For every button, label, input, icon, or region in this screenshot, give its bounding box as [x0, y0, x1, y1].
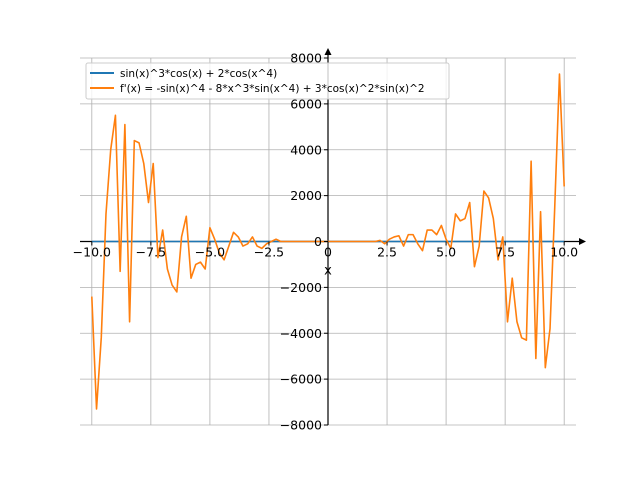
x-tick-label-4: 0 — [324, 245, 332, 260]
tick-labels: −10.0 −7.5 −5.0 −2.5 0 2.5 5.0 7.5 10.0 −8000 −600… — [73, 51, 578, 433]
y-tick-label-8: 8000 — [290, 51, 322, 66]
x-tick-label-6: 5.0 — [436, 245, 456, 260]
legend-label-series-1: sin(x)^3*cos(x) + 2*cos(x^4) — [120, 68, 277, 80]
legend: sin(x)^3*cos(x) + 2*cos(x^4) f'(x) = -si… — [85, 62, 450, 100]
y-tick-label-4: 0 — [314, 234, 322, 249]
x-tick-label-1: −7.5 — [136, 245, 166, 260]
x-axis-label: x — [324, 264, 332, 279]
x-axis-arrow — [579, 238, 586, 245]
y-tick-label-3: −2000 — [280, 280, 322, 295]
x-tick-label-7: 7.5 — [495, 245, 515, 260]
x-tick-label-0: −10.0 — [73, 245, 111, 260]
y-tick-label-2: −4000 — [280, 326, 322, 341]
x-tick-label-5: 2.5 — [377, 245, 397, 260]
y-tick-label-1: −6000 — [280, 372, 322, 387]
y-tick-label-0: −8000 — [280, 418, 322, 433]
legend-box — [85, 62, 450, 100]
y-tick-label-5: 2000 — [290, 188, 322, 203]
x-tick-label-8: 10.0 — [550, 245, 578, 260]
x-tick-label-2: −5.0 — [195, 245, 225, 260]
y-axis-arrow — [324, 48, 332, 55]
x-tick-label-3: −2.5 — [254, 245, 284, 260]
y-tick-label-6: 4000 — [290, 142, 322, 157]
legend-label-series-2: f'(x) = -sin(x)^4 - 8*x^3*sin(x^4) + 3*c… — [120, 83, 425, 95]
y-tick-label-7: 6000 — [290, 96, 322, 111]
